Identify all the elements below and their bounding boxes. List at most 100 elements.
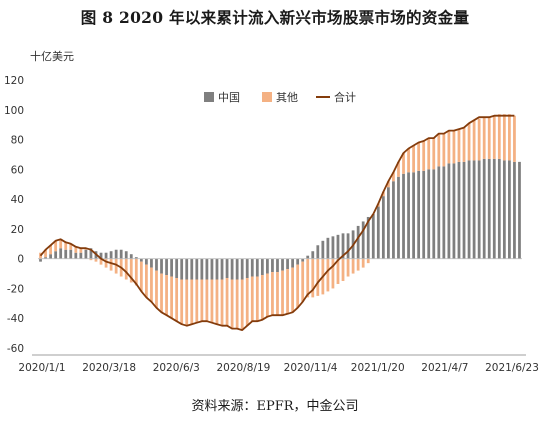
- x-tick-label: 2020/1/1: [18, 362, 65, 374]
- china-bar: [402, 173, 405, 259]
- china-bar: [99, 252, 103, 259]
- china-bar: [129, 254, 133, 259]
- others-bar: [225, 278, 229, 326]
- others-bar: [457, 129, 461, 162]
- others-bar: [502, 114, 506, 161]
- others-bar: [392, 172, 395, 182]
- china-bar: [336, 234, 340, 259]
- others-bar: [442, 133, 446, 167]
- china-bar: [220, 258, 224, 280]
- others-bar: [129, 258, 133, 283]
- china-bar: [165, 258, 168, 276]
- china-bar: [472, 160, 476, 259]
- others-bar: [427, 138, 431, 170]
- china-bar: [185, 258, 189, 280]
- china-bar: [387, 187, 390, 259]
- others-bar: [306, 258, 310, 298]
- legend-swatch-china: [204, 92, 214, 102]
- others-bar: [356, 258, 360, 271]
- others-bar: [160, 273, 163, 313]
- china-bar: [235, 258, 239, 280]
- y-tick-label: 80: [11, 135, 24, 147]
- others-bar: [89, 258, 93, 261]
- others-bar: [185, 279, 189, 326]
- others-bar: [235, 279, 239, 329]
- china-bar: [104, 252, 108, 259]
- china-bar: [271, 258, 274, 273]
- others-bar: [291, 267, 294, 313]
- china-bar: [276, 258, 279, 273]
- legend-label-china: 中国: [218, 91, 240, 104]
- china-bar: [306, 255, 310, 259]
- others-bar: [422, 141, 426, 171]
- others-bar: [296, 264, 300, 308]
- others-bar: [165, 275, 168, 316]
- figure-title: 图 8 2020 年以来累计流入新兴市场股票市场的资金量: [80, 8, 470, 27]
- china-bar: [155, 258, 158, 271]
- y-tick-label: -20: [7, 283, 24, 295]
- china-bar: [296, 258, 300, 265]
- china-bar: [89, 248, 93, 259]
- china-bars: [39, 158, 521, 280]
- others-bar: [513, 115, 516, 162]
- china-bar: [356, 225, 360, 259]
- others-bar: [432, 138, 436, 170]
- others-bar: [351, 258, 355, 274]
- others-bar: [462, 127, 466, 162]
- unit-label: 十亿美元: [30, 49, 74, 63]
- others-bars: [39, 114, 516, 331]
- others-bar: [94, 258, 98, 262]
- others-bar: [255, 276, 259, 322]
- others-bar: [59, 239, 63, 249]
- others-bar: [447, 130, 451, 164]
- others-bar: [467, 123, 471, 161]
- china-bar: [321, 240, 325, 259]
- others-bar: [316, 258, 320, 296]
- china-bar: [134, 257, 138, 259]
- others-bar: [412, 145, 415, 173]
- y-tick-label: -60: [7, 343, 24, 355]
- others-bar: [205, 279, 209, 322]
- others-bar: [387, 181, 390, 188]
- x-tick-label: 2021/6/23: [485, 362, 539, 374]
- others-bar: [190, 279, 194, 325]
- x-tick-label: 2021/4/7: [421, 362, 468, 374]
- china-bar: [437, 166, 441, 259]
- figure-source: 资料来源：EPFR，中金公司: [191, 399, 359, 414]
- china-bar: [376, 206, 380, 259]
- others-bar: [69, 243, 73, 250]
- china-bar: [508, 160, 511, 259]
- others-bar: [311, 258, 315, 298]
- china-bar: [54, 251, 58, 259]
- others-bar: [170, 276, 173, 319]
- others-bar: [266, 273, 269, 317]
- others-bar: [139, 261, 143, 292]
- china-bar: [412, 172, 415, 259]
- china-bar: [381, 196, 385, 259]
- china-bar: [69, 249, 73, 259]
- china-bar: [492, 158, 496, 259]
- others-bar: [99, 258, 103, 265]
- others-bar: [417, 142, 421, 171]
- china-bar: [230, 258, 234, 280]
- others-bar: [74, 246, 78, 253]
- others-bar: [477, 118, 481, 161]
- china-bar: [119, 249, 123, 259]
- others-bar: [482, 117, 486, 159]
- china-bar: [109, 251, 113, 259]
- china-bar: [341, 233, 345, 259]
- others-bar: [230, 279, 234, 329]
- china-bar: [124, 251, 128, 259]
- y-tick-label: -40: [7, 313, 24, 325]
- others-bar: [472, 120, 476, 161]
- china-bar: [210, 258, 214, 280]
- china-bar: [250, 258, 254, 277]
- others-bar: [195, 279, 199, 323]
- china-bar: [240, 258, 244, 280]
- china-bar: [457, 161, 461, 259]
- others-bar: [271, 272, 274, 316]
- others-bar: [452, 130, 456, 164]
- y-tick-label: 20: [11, 224, 24, 236]
- others-bar: [326, 258, 330, 292]
